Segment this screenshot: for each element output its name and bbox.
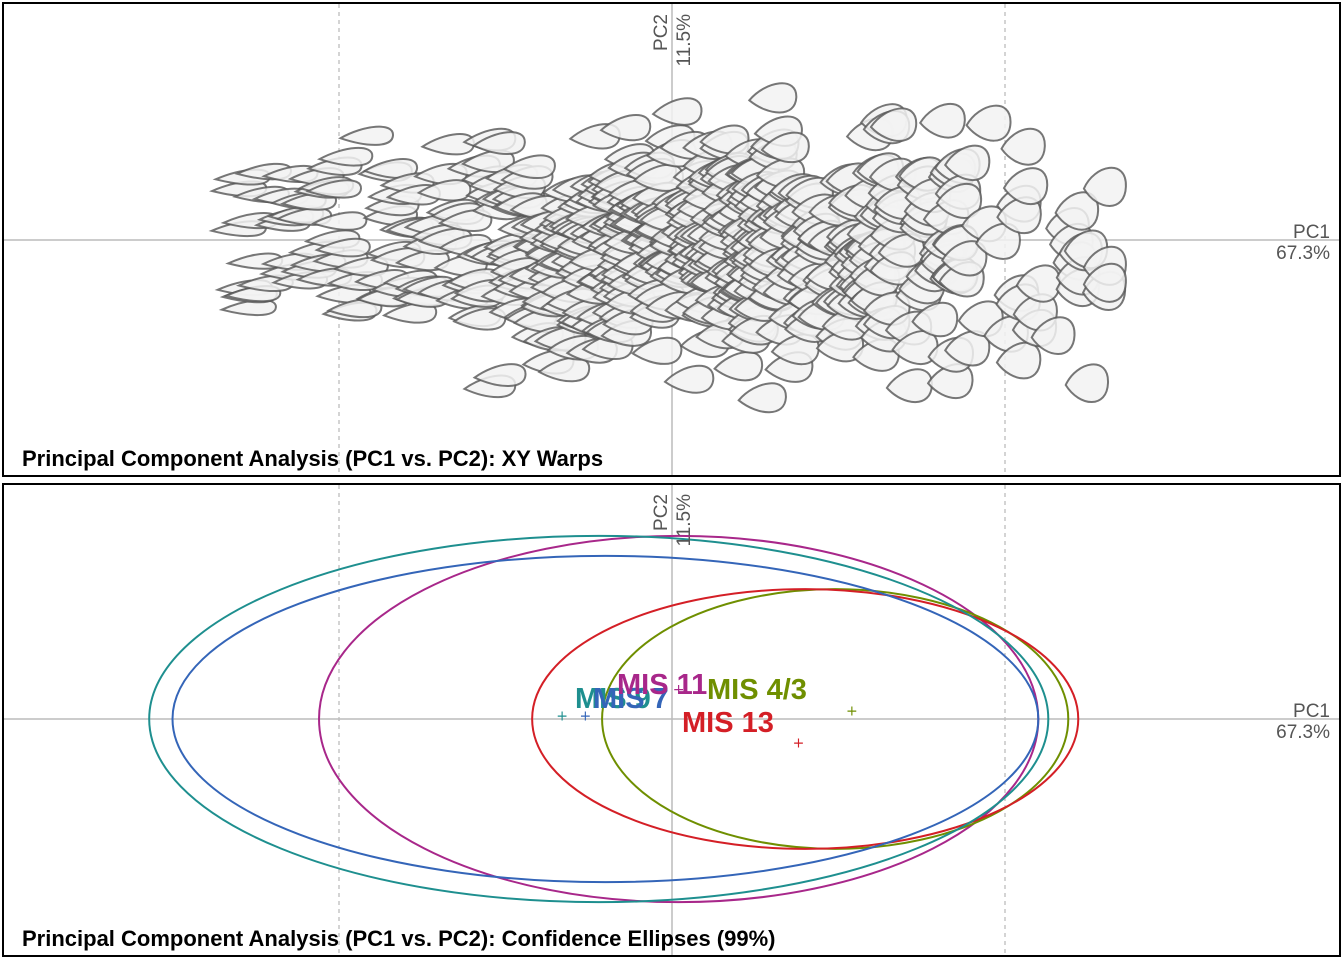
mean-marker-mis-13: + [793, 735, 805, 751]
warp-point-617 [1082, 166, 1127, 207]
warp-point-588 [940, 240, 988, 277]
bottom-grid [4, 485, 1339, 955]
warp-point-610 [1054, 191, 1100, 231]
group-mean-markers: + + + + + [556, 682, 857, 751]
label-mis-11: MIS 11 [617, 669, 707, 701]
warp-point-48 [362, 158, 419, 179]
mean-marker-mis-9: + [556, 709, 568, 725]
warp-point-598 [995, 341, 1042, 380]
pc2-percent-label: 11.5% [674, 14, 695, 67]
mean-marker-mis-11: + [673, 682, 685, 698]
warp-point-cloud [208, 82, 1127, 414]
warp-point-602 [1002, 167, 1049, 205]
warp-point-77 [438, 209, 493, 233]
confidence-ellipses [148, 534, 1080, 904]
warp-point-567 [911, 301, 959, 338]
warp-point-56 [381, 302, 438, 324]
warp-point-445 [760, 131, 810, 164]
warp-point-589 [943, 330, 991, 367]
warp-point-615 [1064, 363, 1110, 403]
warp-point-97 [472, 363, 527, 387]
pc1-axis-label: PC1 [1293, 701, 1330, 722]
ellipse-mis-9 [148, 534, 1050, 904]
ellipse-mis-13 [531, 588, 1080, 850]
warp-point-96 [472, 131, 526, 155]
mean-marker-mis-7: + [580, 709, 592, 725]
panel-xy-warps-title: Principal Component Analysis (PC1 vs. PC… [22, 446, 603, 471]
warp-point-222 [599, 113, 652, 142]
warp-point-291 [651, 97, 703, 126]
mean-marker-mis-4-3: + [846, 704, 858, 720]
warp-point-594 [975, 222, 1021, 260]
warp-point-42 [337, 125, 395, 146]
pc1-percent-label: 67.3% [1276, 722, 1330, 743]
warp-point-414 [737, 382, 787, 414]
warp-point-593 [965, 104, 1012, 142]
warp-point-369 [713, 351, 764, 382]
warp-point-586 [935, 182, 983, 219]
warp-point-600 [996, 196, 1042, 234]
warp-point-570 [918, 102, 966, 139]
warp-point-606 [1030, 316, 1076, 355]
warp-point-548 [869, 107, 918, 142]
warp-point-117 [502, 154, 556, 179]
warp-point-31 [305, 179, 363, 199]
warp-point-146 [537, 356, 591, 383]
warp-point-39 [326, 298, 383, 319]
ellipse-mis-7 [171, 554, 1040, 884]
label-mis-4-3: MIS 4/3 [707, 674, 807, 706]
pc1-axis-label: PC1 [1293, 222, 1330, 243]
warp-point-33 [310, 211, 368, 231]
group-labels: MIS 9 MIS 7 MIS 11 MIS 4/3 MIS 13 [575, 669, 807, 739]
warp-point-70 [416, 179, 472, 202]
warp-point-431 [747, 82, 798, 114]
warp-point-266 [631, 336, 683, 365]
pc2-percent-label: 11.5% [674, 494, 695, 547]
warp-point-299 [663, 364, 715, 394]
warp-point-37 [316, 146, 374, 167]
label-mis-13: MIS 13 [682, 707, 774, 739]
warp-point-601 [1000, 127, 1046, 166]
warp-point-619 [1082, 262, 1127, 303]
pc2-axis-label: PC2 [651, 14, 672, 51]
panel-confidence-ellipses: + + + + + PC2 11.5% PC1 67.3% MIS 9 MIS 7 MI… [2, 483, 1341, 957]
label-mis-7: MIS 7 [593, 683, 669, 715]
pc2-axis-label: PC2 [651, 494, 672, 531]
warp-point-540 [862, 291, 911, 326]
panel-xy-warps: PC2 11.5% PC1 67.3% Principal Component … [2, 2, 1341, 477]
label-mis-9: MIS 9 [575, 683, 651, 715]
warp-point-35 [314, 237, 371, 258]
warp-point-590 [943, 144, 991, 181]
pc1-percent-label: 67.3% [1276, 243, 1330, 264]
panel-ellipses-title: Principal Component Analysis (PC1 vs. PC… [22, 926, 775, 951]
warp-point-88 [460, 149, 515, 174]
